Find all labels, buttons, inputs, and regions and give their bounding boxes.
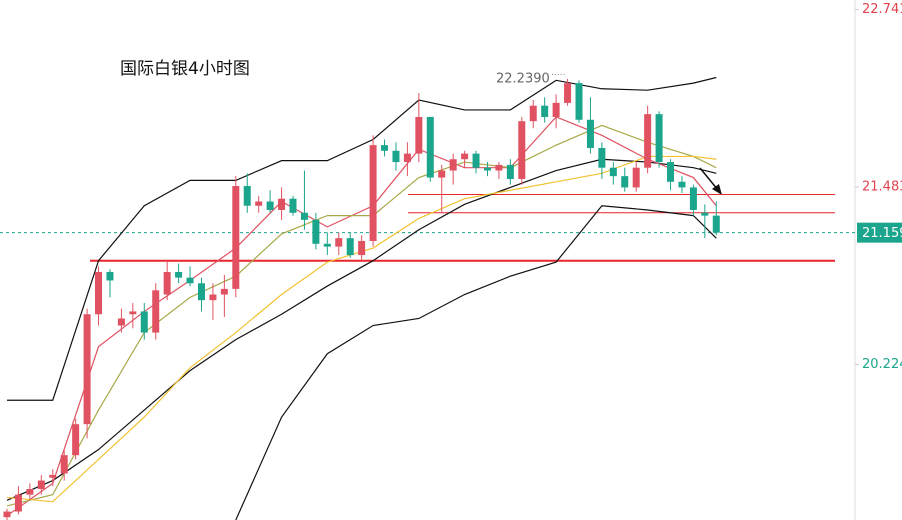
- indicator-line: [235, 205, 717, 520]
- high-annotation: 22.2390: [496, 72, 550, 87]
- candle-body: [106, 271, 114, 281]
- candle-body: [667, 162, 675, 182]
- candle-body: [678, 181, 686, 188]
- candle-body: [701, 212, 709, 216]
- candle-body: [140, 311, 148, 333]
- candle-body: [438, 170, 446, 178]
- candle-body: [209, 294, 217, 301]
- candle-body: [232, 186, 240, 289]
- candle-body: [37, 480, 45, 489]
- y-tick-label: 20.224: [862, 357, 902, 372]
- candle-body: [14, 494, 22, 512]
- candle-body: [278, 198, 286, 210]
- candle-body: [381, 145, 389, 151]
- candle-body: [541, 105, 549, 117]
- candle-body: [3, 511, 11, 518]
- candle-body: [506, 164, 514, 179]
- arrow-head: [712, 184, 722, 195]
- candle-body: [483, 167, 491, 171]
- candle-body: [598, 147, 606, 168]
- candle-body: [403, 153, 411, 163]
- y-tick-label: 21.483: [862, 180, 902, 195]
- candle-body: [689, 187, 697, 210]
- candle-body: [197, 283, 205, 301]
- candle-body: [72, 424, 80, 456]
- candle-body: [255, 201, 263, 206]
- candle-body: [426, 116, 434, 178]
- candle-body: [186, 277, 194, 284]
- y-tick-label: 22.741: [862, 2, 902, 17]
- candle-body: [163, 271, 171, 295]
- candle-body: [529, 105, 537, 122]
- candle-body: [564, 83, 572, 103]
- candle-body: [83, 314, 91, 425]
- candle-body: [621, 176, 629, 188]
- candle-body: [152, 290, 160, 333]
- candle-body: [644, 114, 652, 168]
- chart-title: 国际白银4小时图: [120, 59, 250, 79]
- candle-body: [129, 311, 137, 315]
- candle-body: [586, 119, 594, 148]
- candle-body: [449, 159, 457, 171]
- candle-body: [220, 288, 228, 295]
- candle-body: [655, 114, 663, 163]
- candle-body: [632, 167, 640, 188]
- candle-body: [609, 167, 617, 177]
- candle-body: [312, 219, 320, 244]
- candle-body: [49, 474, 57, 478]
- candle-body: [60, 455, 68, 474]
- candle-body: [518, 121, 526, 179]
- candle-body: [266, 201, 274, 210]
- candle-body: [323, 243, 331, 247]
- candle-body: [117, 318, 125, 326]
- candle-body: [300, 212, 308, 220]
- candle-body: [175, 271, 183, 278]
- candle-body: [358, 240, 366, 256]
- candle-body: [472, 153, 480, 168]
- annotation-dots: ·····: [551, 71, 565, 81]
- candle-body: [495, 164, 503, 171]
- candle-body: [369, 145, 377, 241]
- candle-body: [461, 153, 469, 160]
- candle-body: [346, 238, 354, 256]
- candle-body: [335, 238, 343, 247]
- candle-body: [575, 83, 583, 120]
- arrow: [699, 167, 719, 191]
- last-price-box: [857, 222, 902, 243]
- candle-body: [289, 198, 297, 213]
- indicator-line: [6, 158, 717, 501]
- candle-body: [95, 271, 103, 315]
- candle-body: [552, 102, 560, 117]
- candle-body: [243, 186, 251, 206]
- candle-body: [26, 488, 34, 495]
- candle-body: [712, 215, 720, 233]
- indicator-line: [6, 124, 717, 507]
- indicator-line: [6, 155, 717, 503]
- candle-body: [392, 150, 400, 163]
- last-price-label: 21.159: [862, 226, 902, 241]
- indicator-line: [6, 116, 717, 517]
- candle-body: [415, 116, 423, 154]
